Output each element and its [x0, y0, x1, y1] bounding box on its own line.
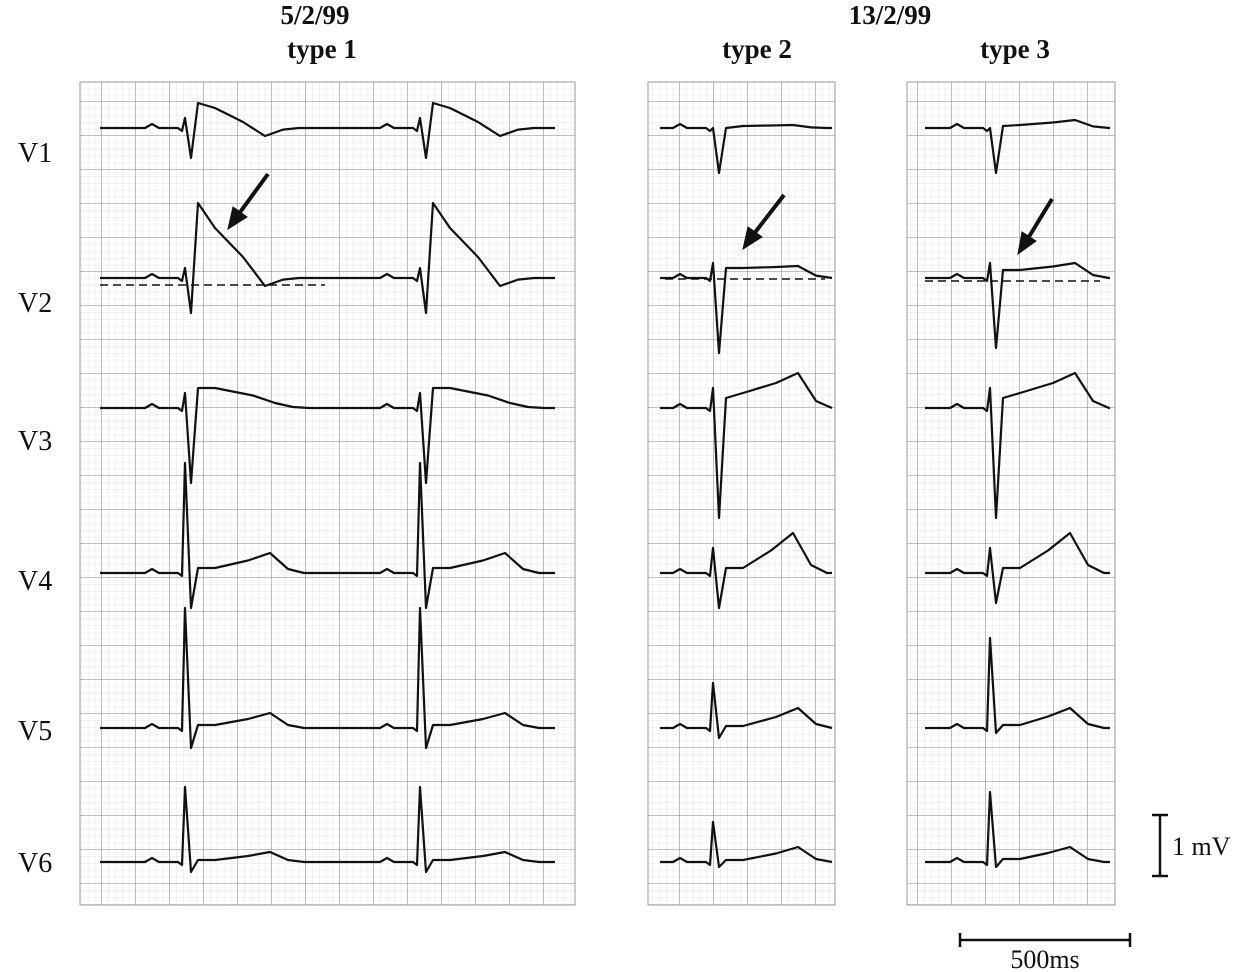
- lead-label: V5: [18, 716, 52, 747]
- ecg-trace: [100, 101, 555, 160]
- type-label: type 1: [287, 34, 357, 64]
- ecg-trace: [925, 118, 1111, 175]
- ecg-trace: [660, 681, 833, 740]
- lead-label: V1: [18, 138, 52, 169]
- lead-label: V4: [18, 566, 52, 597]
- grid-panel: [79, 81, 576, 906]
- type-label: type 2: [722, 34, 792, 64]
- date: 13/2/99: [849, 0, 932, 30]
- ecg-trace: [100, 606, 555, 750]
- ecg-trace: [660, 371, 833, 520]
- date: 5/2/99: [280, 0, 349, 30]
- ecg-trace: [925, 371, 1111, 520]
- grid-panel: [647, 81, 836, 906]
- arrows: [227, 172, 1054, 256]
- ecg-trace: [925, 636, 1110, 735]
- voltage-scale: 1 mV: [1172, 832, 1231, 861]
- voltage-scale-bar: [1152, 813, 1168, 878]
- ecg-trace: [100, 461, 555, 610]
- ecg-trace: [660, 122, 832, 175]
- ecg-trace: [660, 531, 832, 610]
- lead-label: V2: [18, 288, 52, 319]
- grid-panel: [906, 81, 1116, 906]
- ecg-trace: [660, 261, 833, 355]
- time-scale-bar: [958, 933, 1132, 947]
- time-scale: 500ms: [1010, 945, 1079, 972]
- ecg-trace: [100, 785, 555, 874]
- lead-label: V3: [18, 426, 52, 457]
- lead-label: V6: [18, 848, 52, 879]
- ecg-trace: [925, 531, 1110, 605]
- ecg-trace: [100, 201, 555, 315]
- ecg-trace: [660, 820, 833, 869]
- ecg-trace: [100, 386, 555, 485]
- type-label: type 3: [980, 34, 1050, 64]
- ecg-trace: [925, 790, 1110, 869]
- ecg-trace: [925, 261, 1111, 350]
